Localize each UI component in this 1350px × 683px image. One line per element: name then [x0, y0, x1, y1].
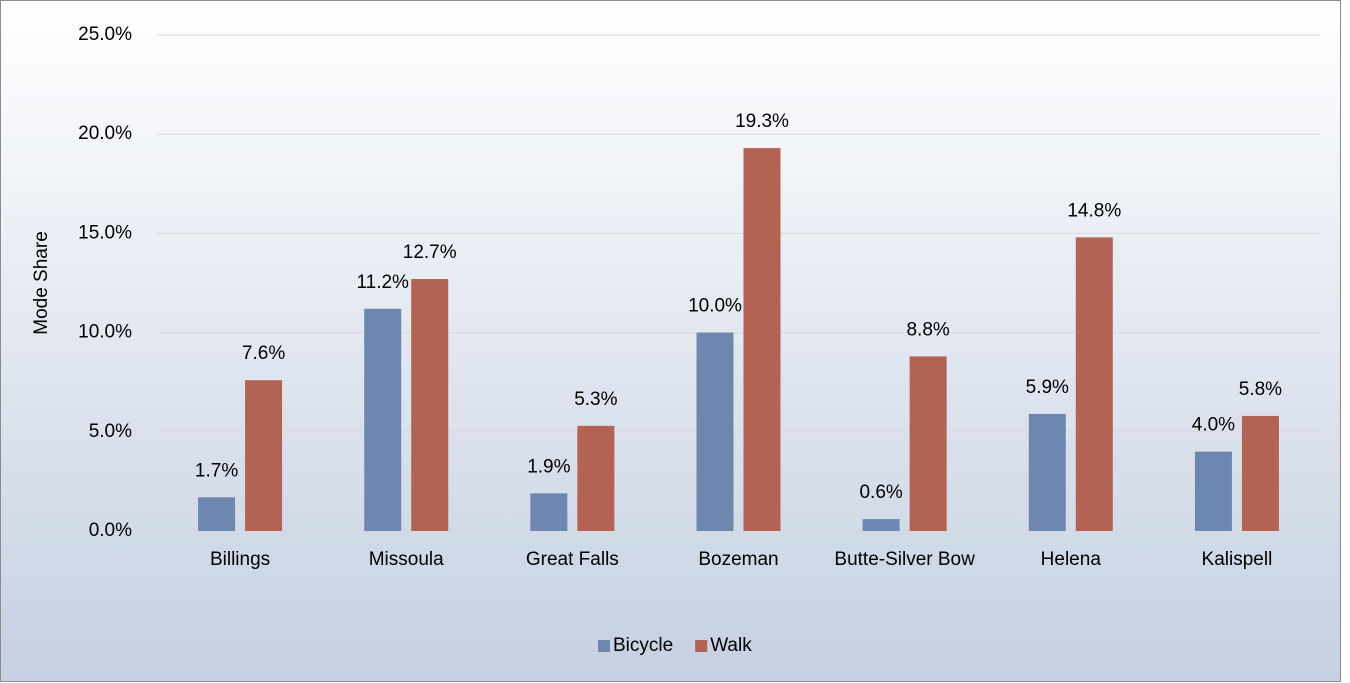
y-tick-label: 10.0% [78, 322, 132, 343]
data-label: 8.8% [906, 319, 949, 340]
bar [198, 497, 236, 531]
data-label: 1.7% [195, 460, 238, 481]
bar [696, 332, 734, 531]
bar [1194, 451, 1232, 531]
y-tick-label: 25.0% [78, 24, 132, 45]
data-label: 19.3% [735, 111, 789, 132]
data-label: 1.9% [527, 456, 570, 477]
y-tick-label: 5.0% [89, 421, 132, 442]
x-tick-label: Missoula [368, 549, 444, 570]
legend-swatch [695, 640, 708, 652]
bar [1028, 413, 1066, 531]
bar [245, 380, 283, 531]
data-label: 0.6% [859, 482, 902, 503]
bar [530, 493, 568, 531]
legend-label: Walk [710, 635, 752, 656]
data-label: 5.9% [1026, 377, 1069, 398]
data-label: 5.3% [574, 389, 617, 410]
bar [1241, 415, 1279, 531]
data-label: 12.7% [403, 242, 457, 263]
y-tick-label: 0.0% [89, 520, 132, 541]
data-label: 11.2% [356, 272, 409, 293]
bar [743, 148, 781, 531]
bar [862, 519, 900, 531]
legend-label: Bicycle [613, 635, 673, 656]
data-label: 4.0% [1192, 415, 1235, 436]
data-label: 14.8% [1067, 200, 1121, 221]
legend-swatch [598, 640, 610, 652]
data-label: 5.8% [1239, 379, 1282, 400]
bar [364, 308, 402, 531]
x-tick-label: Billings [209, 549, 271, 570]
bar [577, 425, 615, 531]
x-tick-label: Butte-Silver Bow [834, 549, 975, 570]
bar [411, 279, 449, 531]
x-tick-label: Great Falls [525, 549, 619, 570]
x-tick-label: Kalispell [1201, 549, 1273, 570]
data-label: 10.0% [688, 296, 742, 317]
y-axis-label: Mode Share [31, 231, 52, 335]
bar [909, 356, 947, 531]
bar [1075, 237, 1113, 532]
y-tick-label: 20.0% [78, 123, 132, 144]
data-label: 7.6% [242, 343, 285, 364]
y-tick-label: 15.0% [78, 222, 132, 243]
x-tick-label: Bozeman [698, 549, 779, 570]
x-tick-label: Helena [1040, 549, 1101, 570]
